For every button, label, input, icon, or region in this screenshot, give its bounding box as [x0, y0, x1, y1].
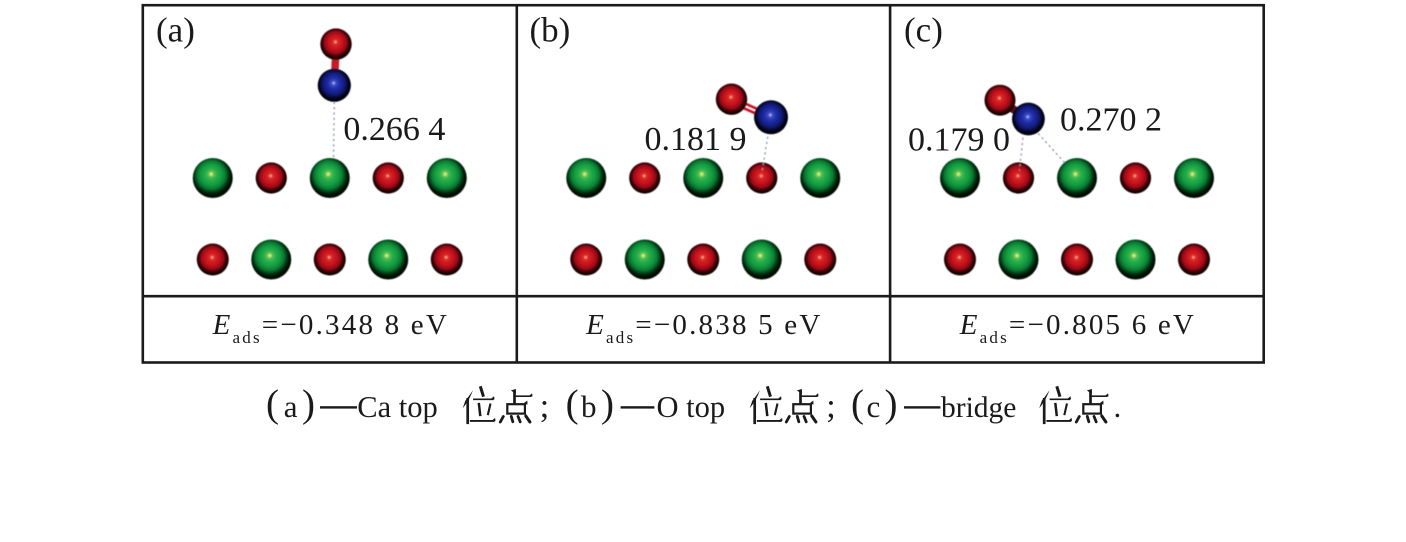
svg-text:Eads=−0.805 6 eV: Eads=−0.805 6 eV [959, 309, 1196, 347]
svg-text:bridge: bridge [941, 392, 1016, 424]
svg-text:a: a [284, 389, 298, 424]
svg-text:): ) [302, 383, 315, 426]
svg-text:(: ( [566, 383, 579, 426]
svg-text:Eads=−0.838 5 eV: Eads=−0.838 5 eV [585, 309, 822, 347]
svg-text:): ) [885, 383, 898, 426]
svg-text:(a): (a) [156, 11, 195, 50]
svg-text:;: ; [826, 388, 835, 425]
svg-text:.: . [1114, 389, 1122, 424]
svg-text:(: ( [266, 383, 279, 426]
svg-text:0.270 2: 0.270 2 [1060, 102, 1162, 139]
svg-text:): ) [601, 383, 614, 426]
svg-text:c: c [867, 389, 881, 424]
svg-text:0.181 9: 0.181 9 [645, 121, 747, 158]
svg-text:0.179 0: 0.179 0 [908, 122, 1010, 159]
svg-text:(: ( [851, 383, 864, 426]
svg-text:O top: O top [657, 390, 726, 424]
svg-text:Eads=−0.348 8 eV: Eads=−0.348 8 eV [212, 309, 449, 347]
svg-text:0.266 4: 0.266 4 [343, 111, 445, 148]
svg-text:(c): (c) [904, 11, 943, 50]
svg-text:(b): (b) [530, 11, 571, 50]
svg-text:b: b [581, 389, 597, 424]
svg-text:;: ; [540, 388, 549, 425]
svg-text:Ca top: Ca top [357, 390, 437, 424]
